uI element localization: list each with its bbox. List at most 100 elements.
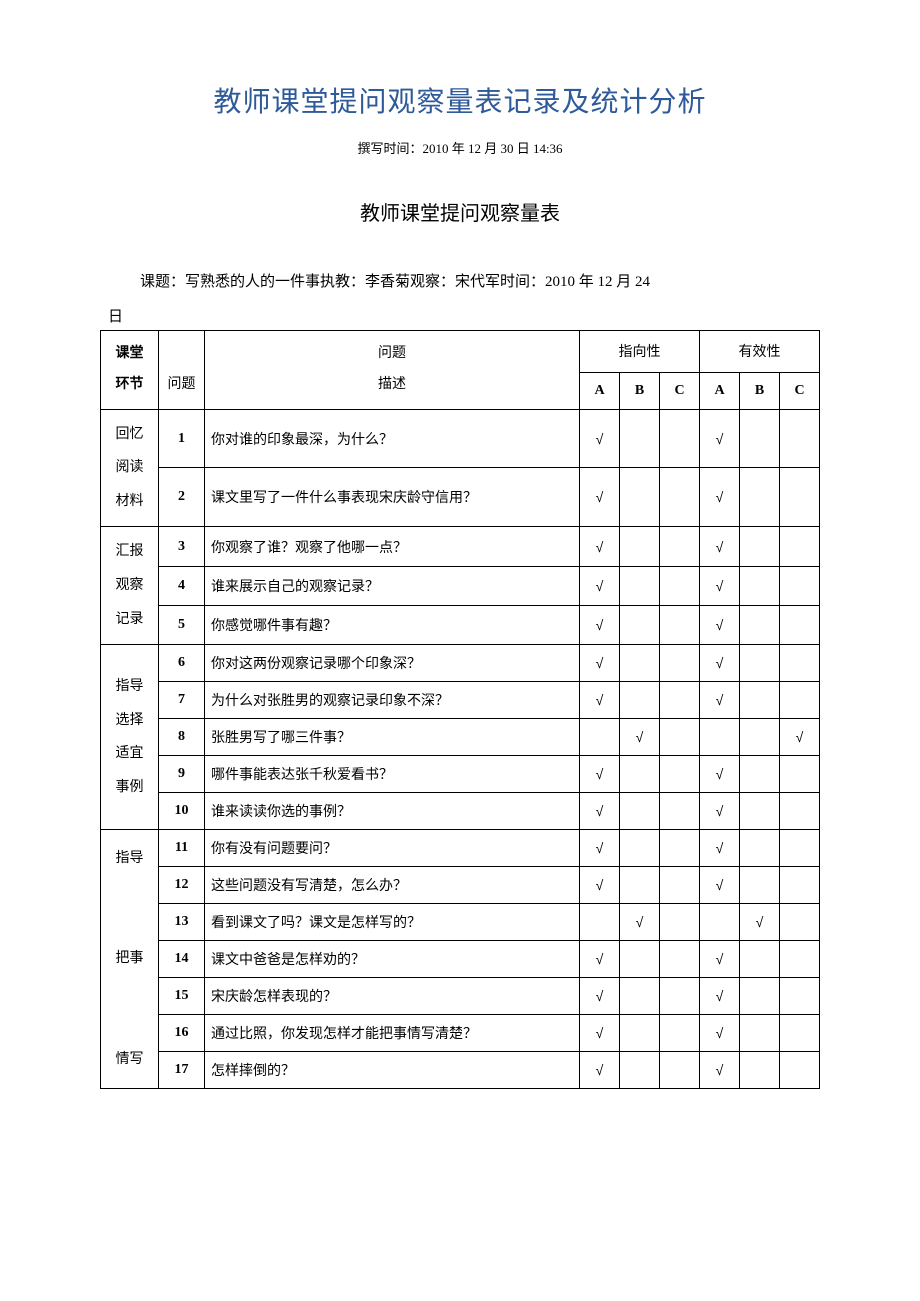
question-description: 你感觉哪件事有趣？ — [205, 605, 580, 644]
question-number: 16 — [159, 1015, 205, 1052]
table-header: 课堂环节 问题 问题 描述 指向性 有效性 A B C A B C — [101, 331, 820, 410]
eff-a-cell: √ — [700, 1015, 740, 1052]
eff-b-cell — [740, 605, 780, 644]
table-row: 8张胜男写了哪三件事？√√ — [101, 719, 820, 756]
dir-c-cell — [660, 830, 700, 867]
eff-a-cell: √ — [700, 682, 740, 719]
question-number: 2 — [159, 468, 205, 527]
question-number: 5 — [159, 605, 205, 644]
dir-b-cell — [620, 867, 660, 904]
question-number: 14 — [159, 941, 205, 978]
header-eff-c: C — [780, 372, 820, 409]
question-description: 怎样摔倒的？ — [205, 1052, 580, 1089]
table-row: 13看到课文了吗？课文是怎样写的？√√ — [101, 904, 820, 941]
stage-cell: 回忆阅读材料 — [101, 409, 159, 527]
header-question-desc: 问题 描述 — [205, 331, 580, 410]
dir-c-cell — [660, 793, 700, 830]
eff-b-cell — [740, 645, 780, 682]
eff-a-cell: √ — [700, 645, 740, 682]
question-number: 6 — [159, 645, 205, 682]
dir-c-cell — [660, 527, 700, 566]
question-number: 8 — [159, 719, 205, 756]
eff-b-cell — [740, 793, 780, 830]
dir-b-cell: √ — [620, 719, 660, 756]
eff-a-cell: √ — [700, 1052, 740, 1089]
eff-b-cell — [740, 682, 780, 719]
dir-c-cell — [660, 468, 700, 527]
header-stage: 课堂环节 — [101, 331, 159, 410]
question-number: 11 — [159, 830, 205, 867]
question-number: 10 — [159, 793, 205, 830]
header-dir-a: A — [580, 372, 620, 409]
day-char: 日 — [108, 305, 820, 326]
eff-a-cell: √ — [700, 605, 740, 644]
stage-cell: 汇报观察记录 — [101, 527, 159, 645]
eff-c-cell: √ — [780, 719, 820, 756]
header-stage-label: 课堂环节 — [116, 346, 144, 392]
eff-c-cell — [780, 830, 820, 867]
table-row: 指导把事情写11你有没有问题要问？√√ — [101, 830, 820, 867]
table-row: 14课文中爸爸是怎样劝的？√√ — [101, 941, 820, 978]
eff-a-cell: √ — [700, 566, 740, 605]
table-row: 12这些问题没有写清楚，怎么办？√√ — [101, 867, 820, 904]
question-number: 7 — [159, 682, 205, 719]
question-description: 谁来展示自己的观察记录？ — [205, 566, 580, 605]
stage-cell: 指导把事情写 — [101, 830, 159, 1089]
eff-b-cell — [740, 527, 780, 566]
question-description: 谁来读读你选的事例？ — [205, 793, 580, 830]
table-row: 15宋庆龄怎样表现的？√√ — [101, 978, 820, 1015]
write-time: 撰写时间：2010 年 12 月 30 日 14:36 — [100, 138, 820, 157]
dir-c-cell — [660, 941, 700, 978]
table-row: 指导选择适宜事例6你对这两份观察记录哪个印象深？√√ — [101, 645, 820, 682]
eff-c-cell — [780, 468, 820, 527]
dir-b-cell — [620, 941, 660, 978]
eff-a-cell: √ — [700, 409, 740, 468]
table-row: 2课文里写了一件什么事表现宋庆龄守信用？√√ — [101, 468, 820, 527]
dir-a-cell: √ — [580, 941, 620, 978]
question-number: 1 — [159, 409, 205, 468]
table-title: 教师课堂提问观察量表 — [100, 197, 820, 226]
dir-c-cell — [660, 605, 700, 644]
question-description: 看到课文了吗？课文是怎样写的？ — [205, 904, 580, 941]
eff-c-cell — [780, 645, 820, 682]
observation-table: 课堂环节 问题 问题 描述 指向性 有效性 A B C A B C 回忆阅读材料… — [100, 330, 820, 1089]
table-row: 回忆阅读材料1你对谁的印象最深，为什么？√√ — [101, 409, 820, 468]
question-number: 3 — [159, 527, 205, 566]
dir-b-cell — [620, 409, 660, 468]
eff-a-cell: √ — [700, 468, 740, 527]
eff-b-cell — [740, 867, 780, 904]
eff-a-cell — [700, 719, 740, 756]
dir-c-cell — [660, 409, 700, 468]
eff-b-cell — [740, 1052, 780, 1089]
dir-b-cell — [620, 566, 660, 605]
dir-b-cell — [620, 1052, 660, 1089]
eff-a-cell: √ — [700, 756, 740, 793]
table-row: 10谁来读读你选的事例？√√ — [101, 793, 820, 830]
dir-b-cell — [620, 605, 660, 644]
question-number: 9 — [159, 756, 205, 793]
dir-a-cell: √ — [580, 867, 620, 904]
question-number: 4 — [159, 566, 205, 605]
eff-b-cell — [740, 566, 780, 605]
dir-a-cell: √ — [580, 978, 620, 1015]
dir-a-cell: √ — [580, 409, 620, 468]
question-number: 12 — [159, 867, 205, 904]
dir-b-cell — [620, 978, 660, 1015]
table-row: 9哪件事能表达张千秋爱看书？√√ — [101, 756, 820, 793]
eff-c-cell — [780, 867, 820, 904]
eff-b-cell — [740, 756, 780, 793]
eff-b-cell — [740, 468, 780, 527]
eff-c-cell — [780, 793, 820, 830]
eff-a-cell: √ — [700, 830, 740, 867]
table-row: 17怎样摔倒的？√√ — [101, 1052, 820, 1089]
dir-b-cell — [620, 756, 660, 793]
dir-a-cell: √ — [580, 1015, 620, 1052]
dir-b-cell — [620, 527, 660, 566]
header-effectiveness: 有效性 — [700, 331, 820, 373]
question-description: 通过比照，你发现怎样才能把事情写清楚？ — [205, 1015, 580, 1052]
stage-cell: 指导选择适宜事例 — [101, 645, 159, 830]
eff-c-cell — [780, 527, 820, 566]
table-row: 5你感觉哪件事有趣？√√ — [101, 605, 820, 644]
dir-a-cell: √ — [580, 566, 620, 605]
dir-a-cell: √ — [580, 682, 620, 719]
